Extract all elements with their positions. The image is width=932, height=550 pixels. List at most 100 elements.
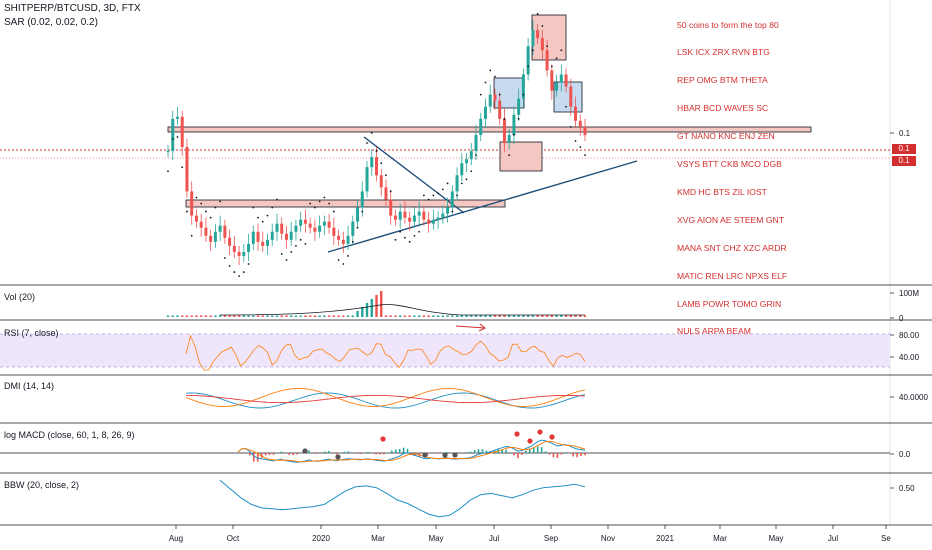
sar-dot (257, 216, 259, 219)
volume-bar (403, 315, 407, 317)
candle-body (483, 106, 487, 119)
volume-bar (327, 315, 331, 317)
sar-dot (584, 154, 586, 157)
sar-dot (209, 216, 212, 219)
candle-body (337, 235, 341, 240)
candle-body (474, 134, 478, 152)
sar-dot (186, 210, 188, 213)
sar-dot (351, 240, 354, 243)
sar-dot (276, 198, 278, 201)
macd-histogram-bar (402, 447, 405, 453)
sar-dot (214, 206, 217, 209)
candle-body (398, 211, 402, 220)
volume-bar (308, 315, 312, 317)
candle-body (299, 219, 303, 226)
sar-dot (565, 105, 567, 108)
candle-body (346, 235, 350, 244)
sar-dot (536, 13, 539, 15)
candle-body (517, 98, 521, 115)
volume-bar (181, 315, 184, 317)
sar-dot (385, 174, 387, 177)
macd-histogram-bar (260, 453, 263, 458)
macd-cross-dot (422, 452, 428, 458)
macd-histogram-bar (296, 453, 298, 455)
price-axis-label: 0.50 (899, 484, 915, 493)
macd-histogram-bar (252, 453, 255, 462)
volume-bar (413, 315, 416, 317)
macd-histogram-bar (355, 453, 358, 454)
sar-dot (503, 117, 506, 120)
candle-body (232, 245, 236, 252)
volume-bar (342, 315, 345, 317)
candle-body (441, 213, 445, 218)
candle-body (569, 86, 573, 107)
price-axis-label: 0 (899, 314, 904, 323)
sar-dot (205, 210, 207, 213)
candle-body (583, 126, 587, 135)
trend-lines (327, 136, 638, 253)
volume-bar (389, 315, 392, 317)
macd-histogram-bar (249, 453, 251, 456)
ascending-trendline (327, 160, 638, 253)
chart-title: SHITPERP/BTCUSD, 3D, FTX (4, 3, 141, 14)
bbw-label: BBW (20, close, 2) (4, 480, 80, 490)
sar-dot (484, 81, 487, 84)
candle-body (242, 251, 246, 256)
macd-histogram-bar (544, 451, 547, 453)
dmi-label: DMI (14, 14) (4, 381, 55, 391)
sar-dot (555, 57, 558, 60)
sar-dot (328, 202, 331, 205)
volume-bar (583, 315, 587, 317)
candle-body (294, 225, 298, 232)
sar-dot (176, 136, 179, 138)
macd-histogram-bar (268, 453, 271, 455)
volume-bar (394, 315, 397, 317)
candle-body (275, 223, 279, 232)
note-line: MATIC REN LRC NPXS ELF (677, 270, 788, 281)
candle-body (365, 167, 369, 192)
sar-dot (427, 198, 430, 201)
sar-dot (489, 69, 492, 72)
candle-body (261, 241, 265, 246)
macd-histogram-bar (509, 452, 511, 453)
candle-body (332, 227, 336, 236)
sar-dot (494, 75, 496, 78)
rsi-band (0, 334, 890, 367)
candle-body (370, 157, 374, 168)
candle-body (479, 118, 483, 135)
bbw-line (219, 479, 586, 518)
time-axis-label: Aug (169, 534, 183, 543)
sar-dot (266, 214, 269, 217)
macd-histogram-bar (465, 452, 468, 453)
macd-histogram-bar (379, 453, 381, 455)
volume-bar (356, 311, 359, 317)
candle-body (308, 223, 312, 228)
note-line: 50 coins to form the top 80 (677, 19, 779, 30)
candle-body (237, 251, 241, 256)
candle-body (412, 215, 416, 222)
volume-bar (550, 315, 554, 317)
price-axis-label: 40.00 (899, 353, 920, 362)
macd-histogram-bar (564, 452, 567, 453)
volume-bar (171, 315, 174, 317)
price-axis-label: 80.00 (899, 331, 920, 340)
macd-histogram-bar (477, 449, 480, 453)
candle-body (526, 46, 530, 75)
candle-body (313, 227, 317, 232)
candle-body (175, 116, 179, 119)
volume-bar (446, 315, 449, 317)
time-axis-label: Oct (227, 534, 240, 543)
macd-histogram-bar (343, 451, 346, 453)
sar-dot (413, 234, 416, 237)
macd-histogram-bar (525, 450, 527, 453)
sar-dot (219, 200, 222, 203)
sar-dot (233, 271, 236, 273)
volume-bar (318, 315, 321, 317)
volume-bar (214, 315, 217, 317)
volume-bar (526, 315, 530, 317)
indicator-lines (0, 334, 890, 518)
volume-bar (299, 315, 302, 317)
sar-dot (569, 125, 572, 128)
dmi-plus-line (185, 392, 586, 409)
candles (166, 20, 587, 266)
